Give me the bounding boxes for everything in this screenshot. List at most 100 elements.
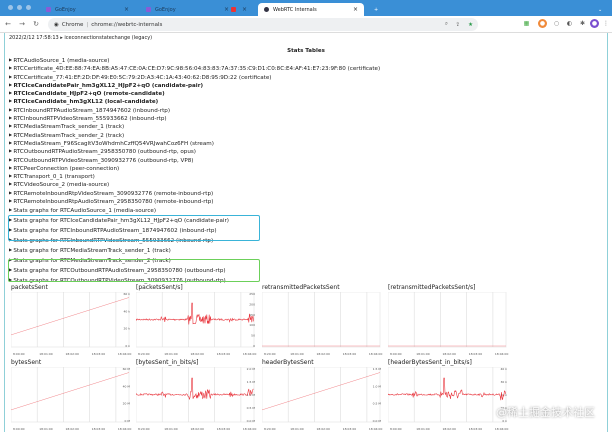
x-tick-label: 18:01:00 — [416, 427, 430, 431]
stats-table-item[interactable]: RTCAudioSource_1 (media-source) — [9, 56, 380, 64]
bookmark-star-icon[interactable]: ★ — [468, 21, 473, 28]
extension-icon[interactable]: ○ — [553, 20, 560, 27]
x-tick-label: 8:20:00 — [264, 352, 276, 356]
x-tick-label: 18:02:00 — [65, 427, 79, 431]
stats-table-item[interactable]: RTCIceCandidate_HJpF2+qO (remote-candida… — [9, 89, 380, 97]
y-tick-label: 0 — [253, 344, 255, 348]
stats-table-item[interactable]: RTCPeerConnection (peer-connection) — [9, 164, 380, 172]
stats-table-item[interactable]: RTCRemoteInboundRtpAudioStream_295835078… — [9, 197, 380, 205]
tab-webrtc-internals[interactable]: WebRTC Internals × — [258, 3, 364, 16]
close-tab-icon[interactable]: × — [123, 6, 129, 13]
series-line — [10, 297, 130, 336]
inbound-highlight-box — [8, 215, 260, 241]
tab-goenjoy-2[interactable]: GoEnjoy × — [140, 3, 235, 16]
series-line — [261, 372, 381, 411]
stats-table-item[interactable]: RTCIceCandidatePair_hm3gXL12_HJpF2+qO (c… — [9, 81, 380, 89]
stats-table-item[interactable]: RTCRemoteInboundRtpVideoStream_309093277… — [9, 189, 380, 197]
x-tick-label: 8:20:00 — [138, 427, 150, 431]
forward-icon[interactable]: → — [19, 20, 25, 28]
back-icon[interactable]: ← — [5, 20, 11, 28]
stats-graph-item[interactable]: Stats graphs for RTCInboundRTPAudioStrea… — [9, 225, 380, 235]
y-tick-label: 2.0 M — [247, 367, 256, 371]
x-tick-label: 8:20:00 — [138, 352, 150, 356]
stats-table-item[interactable]: RTCOutboundRTPVideoStream_3090932776 (ou… — [9, 156, 380, 164]
series-line — [135, 377, 254, 401]
stats-table-item[interactable]: RTCOutboundRTPAudioStream_2958350780 (ou… — [9, 147, 380, 155]
event-log-line[interactable]: 2022/2/12 17:58:13 ▸ iceconnectionstatec… — [9, 35, 153, 41]
window-controls[interactable] — [8, 5, 31, 10]
stats-table-item[interactable]: RTCInboundRTPVideoStream_555933662 (inbo… — [9, 114, 380, 122]
y-tick-label: 250 — [249, 292, 255, 296]
stats-table-item[interactable]: RTCMediaStream_F96ScagltV3oWhdmhCzffQ54V… — [9, 139, 380, 147]
stats-table-item[interactable]: RTCMediaStreamTrack_sender_2 (track) — [9, 131, 380, 139]
x-tick-label: 18:04:00 — [369, 352, 383, 356]
y-tick-label: 0 M — [125, 419, 131, 423]
puzzle-icon[interactable]: ✱ — [579, 20, 586, 27]
x-tick-label: 18:03:00 — [343, 427, 357, 431]
avatar[interactable]: ● — [590, 19, 599, 28]
x-tick-label: 18:03:00 — [92, 352, 106, 356]
stats-graph-item[interactable]: Stats graphs for RTCIceCandidatePair_hm3… — [9, 215, 380, 225]
extension-icon[interactable]: ● — [538, 19, 547, 28]
stats-chart: [bytesSent_in_bits/s] 8:20:00 18:01:00 18:0… — [135, 359, 260, 437]
x-tick-label: 18:02:00 — [190, 427, 204, 431]
y-tick-label: 60 M — [123, 367, 131, 371]
x-tick-label: 18:04:00 — [495, 352, 509, 356]
tab-favicon-icon — [231, 7, 236, 12]
series-line — [387, 377, 506, 401]
stats-graph-item[interactable]: Stats graphs for RTCMediaStreamTrack_sen… — [9, 255, 380, 265]
plot-area — [261, 291, 381, 348]
stats-chart: bytesSent 8:00:00 18:01:00 18:02:00 18:03:00… — [10, 359, 135, 437]
new-tab-button[interactable]: + — [374, 6, 379, 13]
stats-graph-item[interactable]: Stats graphs for RTCOutboundRTPAudioStre… — [9, 265, 380, 275]
extension-icon[interactable]: ▦ — [523, 20, 530, 27]
stats-table-item[interactable]: RTCVideoSource_2 (media-source) — [9, 180, 380, 188]
stats-table-item[interactable]: RTCCertificate_4D:EE:88:74:EA:8B:A5:47:C… — [9, 64, 380, 72]
stats-tables-title: Stats Tables — [287, 48, 325, 54]
chart-title: [bytesSent_in_bits/s] — [136, 359, 199, 366]
x-tick-label: 18:02:00 — [442, 352, 456, 356]
stats-table-item[interactable]: RTCCertificate_77:41:EF:2D:DF:49:E0:5C:7… — [9, 73, 380, 81]
plot-area — [10, 291, 130, 348]
y-tick-label: 20 k — [123, 327, 130, 331]
stats-list: RTCAudioSource_1 (media-source)RTCCertif… — [9, 56, 380, 285]
stats-table-item[interactable]: RTCInboundRTPAudioStream_1874947602 (inb… — [9, 106, 380, 114]
zoom-icon[interactable]: ⌕ — [444, 21, 448, 27]
tab-search-chevron-icon[interactable]: ⌄ — [598, 6, 603, 13]
close-tab-icon[interactable]: × — [223, 6, 229, 13]
stats-table-item[interactable]: RTCTransport_0_1 (transport) — [9, 172, 380, 180]
y-tick-label: 1.5 M — [247, 380, 256, 384]
stats-table-item[interactable]: RTCIceCandidate_hm3gXL12 (local-candidat… — [9, 97, 380, 105]
share-icon[interactable]: ⇪ — [455, 21, 460, 28]
x-tick-label: 8:00:00 — [13, 427, 25, 431]
tab-3[interactable]: × — [225, 3, 253, 16]
stats-graph-item[interactable]: Stats graphs for RTCMediaStreamTrack_sen… — [9, 245, 380, 255]
close-tab-icon[interactable]: × — [241, 6, 247, 13]
address-bar[interactable]: ◉ Chrome | chrome://webrtc-internals ⌕ ⇪… — [48, 18, 478, 31]
tab-favicon-icon — [146, 7, 151, 12]
stats-chart: retransmittedPacketsSent 8:20:00 18:01:00 1… — [261, 284, 386, 362]
y-tick-label: 50 — [251, 334, 255, 338]
y-tick-label: 0.5 M — [373, 402, 382, 406]
x-tick-label: 18:04:00 — [243, 427, 257, 431]
menu-icon[interactable]: ⋮ — [603, 20, 609, 27]
y-tick-label: 10 k — [500, 406, 507, 410]
close-tab-icon[interactable]: × — [352, 6, 358, 13]
x-tick-label: 18:03:00 — [469, 427, 483, 431]
x-tick-label: 18:01:00 — [416, 352, 430, 356]
y-tick-label: 0 k — [502, 419, 507, 423]
y-tick-label: 0.0 M — [247, 419, 256, 423]
tab-goenjoy-1[interactable]: GoEnjoy × — [40, 3, 135, 16]
chart-title: retransmittedPacketsSent — [262, 284, 340, 291]
series-line — [10, 372, 130, 411]
y-tick-label: 20 M — [123, 402, 131, 406]
stats-graph-item[interactable]: Stats graphs for RTCAudioSource_1 (media… — [9, 205, 380, 215]
reload-icon[interactable]: ↻ — [33, 20, 39, 28]
stats-table-item[interactable]: RTCMediaStreamTrack_sender_1 (track) — [9, 122, 380, 130]
y-tick-label: 30 k — [500, 380, 507, 384]
y-tick-label: 40 k — [500, 367, 507, 371]
series-line — [135, 302, 254, 325]
extension-icon[interactable]: ◐ — [566, 20, 573, 27]
stats-graph-item[interactable]: Stats graphs for RTCInboundRTPVideoStrea… — [9, 235, 380, 245]
x-tick-label: 8:00:00 — [390, 352, 402, 356]
